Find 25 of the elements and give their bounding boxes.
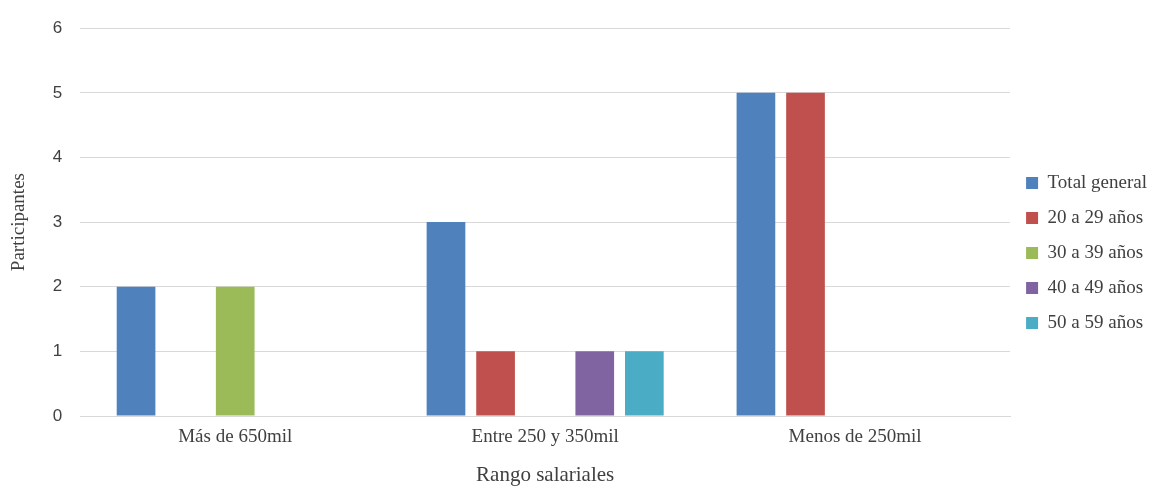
legend-label: 30 a 39 años — [1047, 240, 1144, 262]
y-axis-title: Participantes — [7, 173, 29, 272]
bar — [426, 222, 466, 416]
bar — [625, 351, 664, 416]
y-tick-label: 3 — [52, 211, 63, 231]
bar — [116, 286, 156, 416]
legend-label: Total general — [1047, 170, 1148, 192]
y-tick-label: 0 — [52, 405, 63, 425]
bar — [786, 92, 825, 416]
bar — [575, 351, 615, 416]
legend-label: 20 a 29 años — [1047, 205, 1144, 227]
x-tick-label: Entre 250 y 350mil — [471, 425, 619, 447]
bar — [215, 286, 255, 416]
bar — [476, 351, 515, 416]
y-tick-label: 2 — [52, 276, 63, 296]
legend-label: 50 a 59 años — [1047, 310, 1144, 332]
x-tick-label: Menos de 250mil — [788, 425, 922, 447]
y-tick-label: 5 — [52, 82, 63, 102]
x-tick-label: Más de 650mil — [178, 425, 293, 447]
legend-label: 40 a 49 años — [1047, 275, 1144, 297]
bar — [736, 92, 776, 416]
x-axis-title: Rango salariales — [476, 461, 615, 486]
y-tick-label: 6 — [52, 17, 63, 37]
y-tick-label: 1 — [52, 341, 63, 361]
y-tick-label: 4 — [52, 147, 63, 167]
